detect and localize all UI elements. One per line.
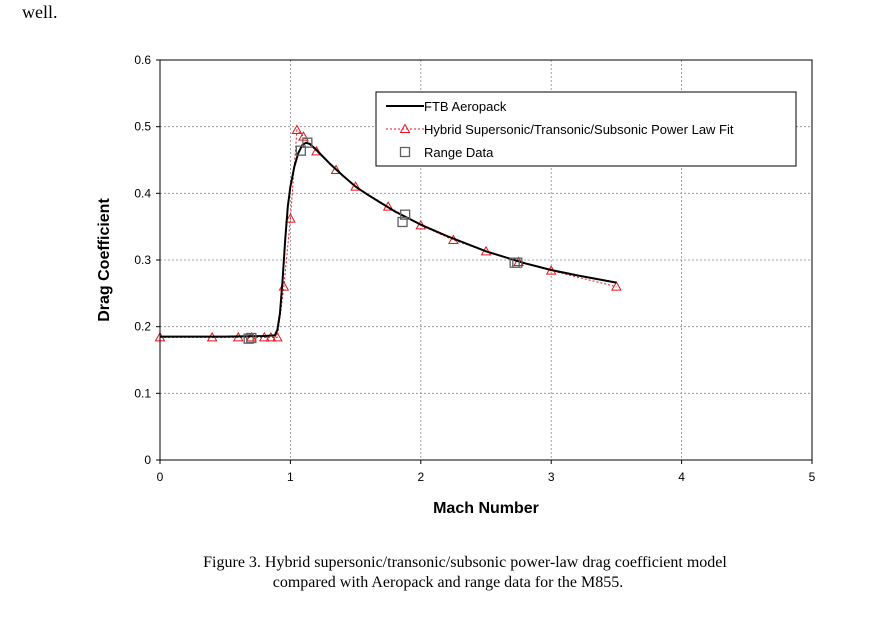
x-tick-label: 1 — [287, 470, 294, 484]
data-point-power-law-fit — [311, 145, 322, 156]
data-point-range-data — [397, 216, 408, 228]
grid-lines — [160, 60, 812, 460]
x-tick-label: 3 — [548, 470, 555, 484]
legend-label-ftb-aeropack: FTB Aeropack — [424, 99, 507, 114]
y-tick-label: 0 — [144, 453, 151, 467]
legend-marker-power-law-fit — [399, 123, 411, 133]
x-tick-label: 0 — [157, 470, 164, 484]
legend-label-power-law-fit: Hybrid Supersonic/Transonic/Subsonic Pow… — [424, 122, 734, 137]
y-tick-label: 0.3 — [134, 253, 151, 267]
legend-marker-range-data — [399, 146, 411, 158]
data-point-range-data — [302, 137, 313, 148]
figure-caption: Figure 3. Hybrid supersonic/transonic/su… — [0, 553, 890, 593]
data-point-power-law-fit — [330, 164, 342, 174]
legend: FTB Aeropack Hybrid Supersonic/Transonic… — [375, 91, 797, 167]
y-tick-label: 0.4 — [134, 186, 151, 200]
data-point-range-data — [400, 209, 411, 220]
drag-coefficient-chart: 0 1 2 3 4 5 0 0.1 0.2 0.3 0.4 0.5 0.6 Mach Number Dr… — [96, 53, 816, 517]
y-tick-label: 0.1 — [134, 386, 151, 400]
legend-box — [375, 91, 797, 167]
data-point-power-law-fit — [285, 213, 296, 223]
axis-ticks: 0 1 2 3 4 5 0 0.1 0.2 0.3 0.4 0.5 0.6 — [134, 53, 815, 484]
data-point-range-data — [246, 332, 257, 344]
caption-line-2: compared with Aeropack and range data fo… — [272, 574, 624, 591]
preceding-text: well. — [22, 2, 58, 22]
x-tick-label: 5 — [809, 470, 816, 484]
y-tick-label: 0.2 — [134, 320, 151, 334]
series-layer — [154, 124, 622, 344]
caption-line-1: Figure 3. Hybrid supersonic/transonic/su… — [203, 554, 727, 571]
data-point-power-law-fit — [265, 331, 277, 342]
x-tick-label: 4 — [678, 470, 685, 484]
data-point-power-law-fit — [272, 331, 283, 342]
x-axis-title: Mach Number — [433, 500, 539, 517]
legend-label-range-data: Range Data — [424, 145, 494, 160]
data-point-range-data — [295, 145, 306, 156]
y-tick-label: 0.5 — [134, 120, 151, 134]
y-axis-title: Drag Coefficient — [96, 198, 113, 322]
data-point-power-law-fit — [611, 281, 622, 291]
data-point-power-law-fit — [350, 181, 361, 191]
x-tick-label: 2 — [417, 470, 424, 484]
data-point-range-data — [243, 333, 254, 344]
data-point-range-data — [512, 257, 523, 268]
y-tick-label: 0.6 — [134, 53, 151, 67]
data-point-power-law-fit — [291, 124, 303, 134]
series-line-ftb-aeropack — [160, 141, 617, 338]
